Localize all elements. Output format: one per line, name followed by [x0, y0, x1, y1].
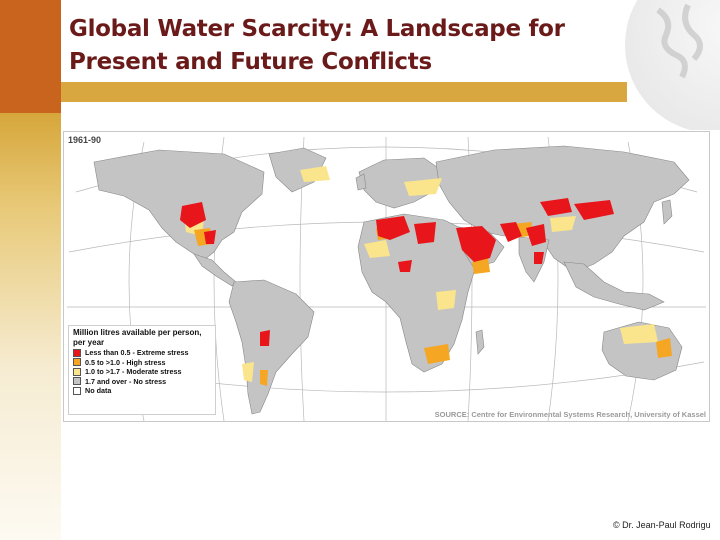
legend-swatch-extreme	[73, 348, 81, 357]
map-legend: Million litres available per person, per…	[68, 325, 216, 415]
legend-item: No data	[73, 386, 211, 396]
map-period-label: 1961-90	[68, 135, 102, 145]
map-source-credit: SOURCE: Centre for Environmental Systems…	[434, 410, 706, 419]
copyright-notice: © Dr. Jean-Paul Rodrigu	[613, 520, 711, 530]
legend-item: 0.5 to >1.0 - High stress	[73, 358, 211, 368]
land-uk	[355, 173, 367, 191]
accent-bar-bottom	[0, 113, 61, 540]
legend-label: No data	[85, 386, 112, 396]
land-europe	[358, 157, 445, 209]
extreme-stress-regions	[180, 198, 614, 346]
title-underline-bar	[61, 82, 627, 102]
legend-item: Less than 0.5 - Extreme stress	[73, 348, 211, 358]
slide-title: Global Water Scarcity: A Landscape for P…	[69, 16, 565, 75]
world-water-stress-map	[67, 136, 706, 421]
land-madagascar	[475, 329, 485, 355]
legend-swatch-no-data	[73, 386, 81, 395]
legend-swatch-high	[73, 358, 81, 367]
legend-label: 1.7 and over - No stress	[85, 376, 167, 386]
legend-label: 0.5 to >1.0 - High stress	[85, 357, 166, 367]
legend-swatch-moderate	[73, 367, 81, 376]
legend-label: 1.0 to >1.7 - Moderate stress	[85, 367, 182, 377]
legend-title: Million litres available per person, per…	[73, 328, 202, 347]
land-southeast-asia	[563, 261, 665, 311]
land-japan	[661, 199, 673, 225]
land-south-america	[228, 279, 315, 415]
legend-label: Less than 0.5 - Extreme stress	[85, 348, 189, 358]
globe-decoration-icon	[625, 0, 720, 130]
world-map-panel: 1961-90 Million litres available per per…	[63, 131, 710, 422]
legend-item: 1.7 and over - No stress	[73, 377, 211, 387]
land-central-america	[193, 253, 237, 287]
land-north-america	[93, 149, 265, 261]
legend-swatch-none	[73, 377, 81, 386]
accent-bar-top	[0, 0, 61, 113]
legend-item: 1.0 to >1.7 - Moderate stress	[73, 367, 211, 377]
